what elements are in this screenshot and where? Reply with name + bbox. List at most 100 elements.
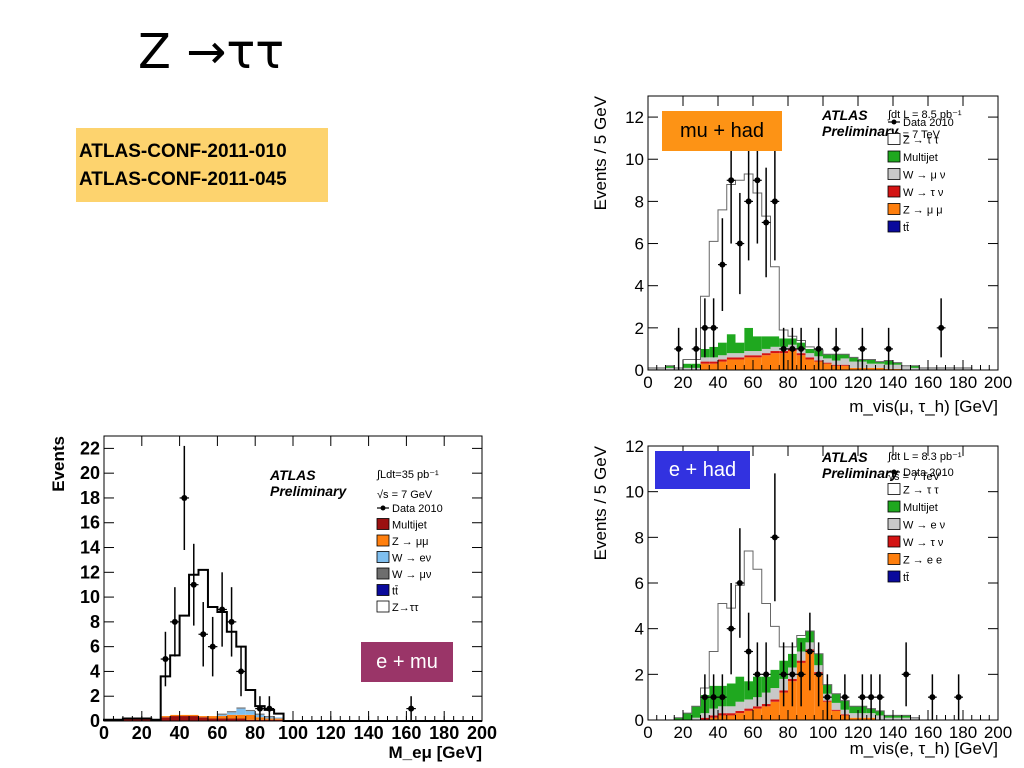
- legend-swatch: [887, 220, 901, 233]
- bar-z-e-e: [735, 713, 745, 720]
- bar-z-e-e: [831, 710, 841, 720]
- bar-z: [217, 611, 227, 714]
- legend-entry-multijet: Multijet: [887, 150, 938, 164]
- data-marker: [815, 671, 822, 678]
- data-marker: [806, 648, 813, 655]
- y-axis-label-group: Events: [49, 436, 68, 492]
- data-marker: [710, 324, 717, 331]
- bar-multijet: [901, 715, 911, 718]
- data-point: [709, 674, 718, 720]
- legend-swatch: [887, 570, 901, 583]
- legend-label: Multijet: [392, 520, 427, 532]
- bar-z: [718, 603, 727, 686]
- preliminary-label: Preliminary: [270, 483, 347, 499]
- legend-entry-z-e-e: Z → e e: [887, 553, 942, 567]
- bar-w: [753, 355, 762, 358]
- data-marker: [903, 671, 910, 678]
- bar-z-e-e: [726, 715, 736, 720]
- y-tick-label: 6: [635, 574, 644, 593]
- bar-z: [236, 714, 246, 719]
- y-tick-label: 2: [90, 686, 100, 706]
- bar-multijet: [910, 365, 920, 368]
- data-marker: [833, 345, 840, 352]
- y-tick-label: 22: [80, 438, 100, 458]
- data-marker: [728, 625, 735, 632]
- legend-swatch: [887, 535, 901, 548]
- bar-z-e-e: [761, 706, 771, 720]
- y-tick-label: 12: [625, 108, 644, 127]
- data-point: [255, 696, 265, 721]
- data-point: [735, 192, 745, 295]
- bar-w: [901, 365, 911, 370]
- legend-entry-data-2010: Data 2010: [888, 467, 954, 479]
- bar-w: [753, 351, 762, 356]
- bar-multijet: [770, 336, 780, 347]
- legend: Data 2010 Multijet Z → μμ W → eν W → μν tt̄ Z→…: [376, 503, 443, 614]
- bar-w: [875, 363, 885, 368]
- data-point: [226, 587, 237, 657]
- data-points: [674, 117, 946, 370]
- bar-multijet: [665, 365, 675, 368]
- x-tick-label: 20: [132, 723, 152, 743]
- bar-w: [761, 353, 771, 356]
- bar-z: [805, 346, 815, 349]
- x-tick-label: 40: [709, 373, 728, 392]
- data-point: [858, 674, 867, 720]
- bar-multijet: [683, 713, 692, 720]
- axis-ticks: 0 20 40 60 80 100 120 140 160 180 200 0 2 4 6 8 10 12: [625, 437, 1012, 742]
- legend-data-marker: [380, 505, 386, 511]
- data-point: [207, 616, 218, 677]
- data-point: [744, 612, 753, 691]
- data-marker: [209, 643, 216, 650]
- bar-z: [770, 626, 780, 670]
- legend-entry-w: W → τ ν: [887, 535, 944, 549]
- bar-z-e-e: [753, 708, 762, 720]
- data-marker: [736, 240, 743, 247]
- legend-swatch: [887, 518, 901, 530]
- x-tick-label: 100: [278, 723, 308, 743]
- bar-w: [919, 367, 928, 370]
- x-tick-label: 200: [984, 373, 1012, 392]
- bar-z: [875, 367, 885, 370]
- data-point: [753, 642, 762, 707]
- bar-z: [709, 241, 718, 347]
- legend-entry-w-e: W → eν: [376, 551, 432, 565]
- legend: Data 2010 Z → τ τ Multijet W → e ν W → τ ν Z …: [887, 467, 954, 584]
- legend-label: Z → e e: [903, 555, 942, 567]
- bar-multijet: [761, 336, 771, 349]
- atlas-label: ATLAS: [269, 467, 316, 483]
- bar-z: [198, 716, 208, 718]
- bar-w: [823, 362, 832, 364]
- bar-w-e: [744, 699, 753, 709]
- bar-w: [726, 357, 736, 360]
- x-tick-label: 120: [316, 723, 346, 743]
- bar-w: [753, 706, 762, 709]
- data-marker: [815, 345, 822, 352]
- luminosity-label: ∫Ldt=35 pb⁻¹: [376, 469, 439, 481]
- bar-z: [274, 713, 284, 718]
- bar-z: [726, 359, 736, 370]
- x-tick-label: 20: [674, 723, 693, 742]
- axis-ticks: 0 20 40 60 80 100 120 140 160 180 200 0 2 4 6 8 10 12 14 16…: [80, 436, 497, 743]
- bar-z: [179, 714, 190, 717]
- bar-w-e: [849, 713, 858, 718]
- data-point: [718, 218, 727, 311]
- bar-w: [656, 367, 666, 370]
- bar-z: [849, 367, 858, 370]
- legend-swatch: [887, 150, 901, 163]
- data-point: [796, 642, 806, 707]
- y-axis-label: Events / 5 GeV: [591, 95, 610, 210]
- legend-entry-multijet: Multijet: [376, 518, 427, 532]
- bar-multijet: [726, 334, 736, 354]
- bar-w: [823, 358, 832, 363]
- data-marker: [859, 345, 866, 352]
- legend-swatch: [376, 551, 390, 563]
- bar-z: [274, 718, 284, 720]
- data-marker: [745, 198, 752, 205]
- x-tick-label: 140: [879, 723, 907, 742]
- data-point: [788, 642, 797, 707]
- bar-multijet: [726, 683, 736, 707]
- data-marker: [710, 694, 717, 701]
- data-marker: [693, 345, 700, 352]
- legend-data-marker: [891, 119, 897, 125]
